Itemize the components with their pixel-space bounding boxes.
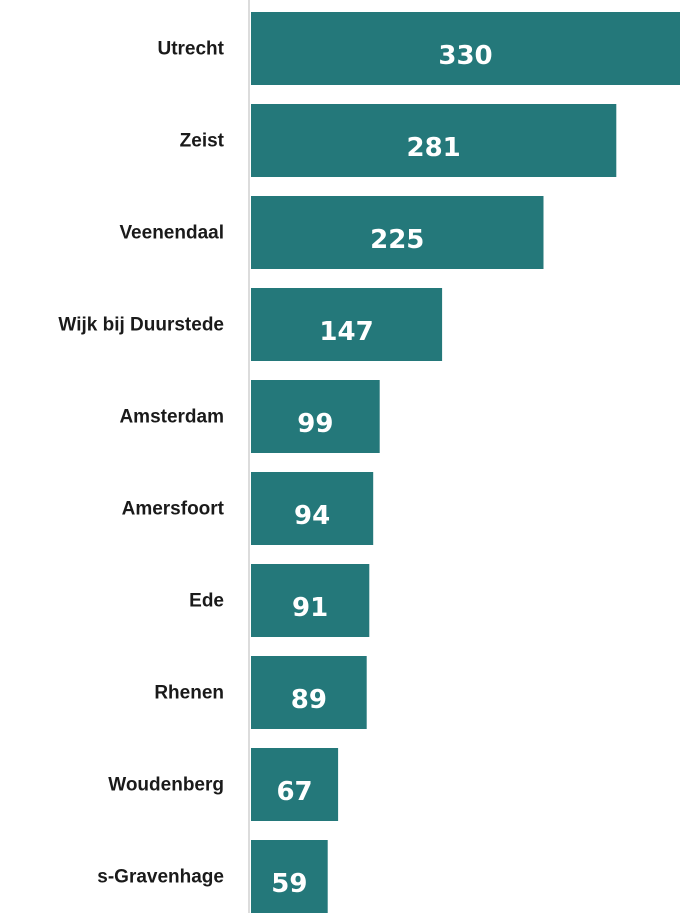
bar-6: [251, 564, 370, 637]
value-labels-group: 330 281 225 147 99 94 91 89 67 59: [271, 41, 492, 899]
category-label-8: Woudenberg: [108, 775, 224, 796]
bar-7: [251, 656, 367, 729]
data-label-1: 281: [407, 133, 461, 163]
bar-0: [251, 12, 680, 85]
category-labels-group: Utrecht Zeist Veenendaal Wijk bij Duurstede…: [58, 39, 224, 888]
bar-2: [251, 196, 544, 269]
category-label-9: s-Gravenhage: [97, 867, 224, 888]
bar-3: [251, 288, 443, 361]
bar-4: [251, 380, 380, 453]
data-label-4: 99: [297, 409, 333, 439]
bar-8: [251, 748, 339, 821]
bar-1: [251, 104, 617, 177]
bar-9: [251, 840, 328, 913]
category-label-7: Rhenen: [154, 683, 224, 704]
bar-5: [251, 472, 374, 545]
data-label-9: 59: [271, 869, 307, 899]
data-label-8: 67: [276, 777, 312, 807]
category-label-5: Amersfoort: [122, 499, 225, 520]
category-label-6: Ede: [189, 591, 224, 612]
data-label-0: 330: [438, 41, 492, 71]
category-label-4: Amsterdam: [119, 407, 224, 428]
category-label-2: Veenendaal: [119, 223, 224, 244]
category-label-1: Zeist: [180, 131, 225, 152]
data-label-7: 89: [291, 685, 327, 715]
category-label-3: Wijk bij Duurstede: [58, 315, 224, 336]
data-label-5: 94: [294, 501, 330, 531]
data-label-2: 225: [370, 225, 424, 255]
data-label-3: 147: [319, 317, 373, 347]
bars-group: [251, 12, 680, 913]
category-label-0: Utrecht: [157, 39, 224, 60]
data-label-6: 91: [292, 593, 328, 623]
